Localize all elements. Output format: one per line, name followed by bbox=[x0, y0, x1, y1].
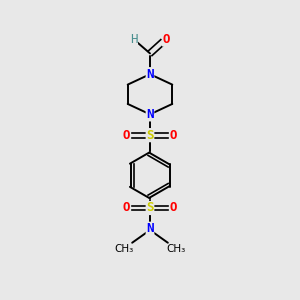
Text: H: H bbox=[130, 33, 137, 46]
Text: S: S bbox=[146, 202, 154, 214]
Text: O: O bbox=[123, 129, 130, 142]
Text: O: O bbox=[170, 202, 177, 214]
Text: S: S bbox=[146, 129, 154, 142]
Text: O: O bbox=[123, 202, 130, 214]
Text: CH₃: CH₃ bbox=[166, 244, 185, 254]
Text: O: O bbox=[170, 129, 177, 142]
Text: O: O bbox=[163, 33, 170, 46]
Text: N: N bbox=[146, 222, 154, 235]
Text: N: N bbox=[146, 68, 154, 81]
Text: CH₃: CH₃ bbox=[115, 244, 134, 254]
Text: N: N bbox=[146, 108, 154, 121]
